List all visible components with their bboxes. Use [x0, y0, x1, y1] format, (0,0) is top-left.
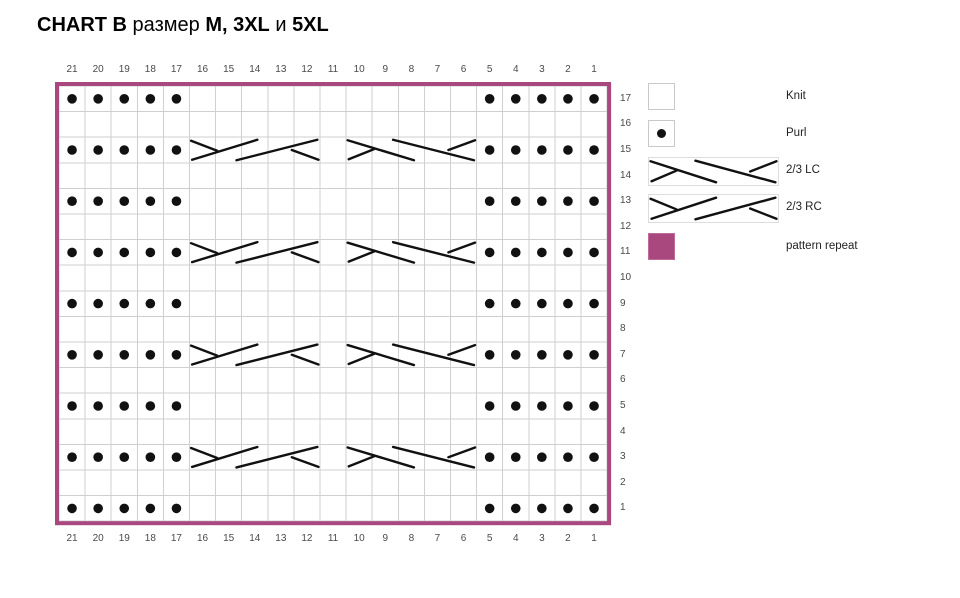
legend-label-23lc: 2/3 LC — [786, 164, 820, 176]
row-label-right: 11 — [620, 246, 631, 258]
row-label-right: 10 — [620, 272, 632, 283]
chart-grid — [55, 82, 612, 526]
column-label-top: 5 — [486, 64, 493, 75]
legend: Knit Purl 2/3 LC 2/3 RC pattern repeat — [648, 0, 948, 598]
column-label-bottom: 19 — [118, 533, 130, 544]
knitting-chart — [55, 82, 612, 526]
column-label-bottom: 8 — [408, 533, 415, 544]
legend-item-pattern-repeat: pattern repeat — [648, 233, 858, 260]
legend-item-knit: Knit — [648, 83, 806, 110]
column-label-top: 11 — [327, 64, 339, 75]
column-label-top: 10 — [353, 64, 365, 75]
row-label-right: 9 — [620, 297, 626, 309]
column-label-bottom: 16 — [196, 533, 209, 544]
title-size-word: размер — [127, 14, 206, 36]
row-label-right: 15 — [620, 144, 632, 155]
column-label-bottom: 14 — [249, 533, 261, 544]
column-label-top: 15 — [223, 64, 235, 75]
column-label-top: 16 — [196, 64, 209, 75]
legend-item-purl: Purl — [648, 120, 806, 147]
column-label-top: 12 — [301, 64, 313, 75]
row-label-right: 13 — [620, 195, 632, 207]
column-label-top: 6 — [460, 64, 467, 75]
row-label-right: 2 — [620, 476, 626, 488]
legend-item-23rc: 2/3 RC — [648, 194, 822, 223]
legend-label-23rc: 2/3 RC — [786, 201, 822, 213]
column-label-top: 18 — [144, 64, 156, 75]
row-label-right: 8 — [620, 323, 626, 335]
column-label-top: 20 — [92, 64, 104, 75]
column-label-top: 8 — [408, 64, 415, 75]
column-label-bottom: 1 — [591, 533, 597, 544]
row-label-right: 1 — [620, 502, 626, 514]
column-label-top: 19 — [118, 64, 130, 75]
column-label-top: 3 — [539, 64, 545, 75]
row-label-right: 14 — [620, 169, 632, 181]
column-label-bottom: 21 — [66, 533, 78, 544]
row-label-right: 6 — [620, 374, 626, 386]
row-label-right: 3 — [620, 451, 626, 463]
legend-item-23lc: 2/3 LC — [648, 157, 820, 186]
column-label-bottom: 4 — [512, 533, 519, 544]
column-label-bottom: 15 — [223, 533, 235, 544]
title-and-word: и — [269, 14, 293, 36]
row-label-right: 16 — [620, 118, 632, 130]
column-label-bottom: 10 — [353, 533, 365, 544]
title-sizes-1: M, 3XL — [205, 14, 270, 36]
column-label-bottom: 6 — [460, 533, 467, 544]
purl-symbol-icon — [648, 120, 675, 147]
column-label-top: 13 — [275, 64, 287, 75]
column-label-top: 14 — [249, 64, 261, 75]
column-label-bottom: 9 — [382, 533, 389, 544]
column-label-top: 21 — [66, 64, 78, 75]
column-label-bottom: 18 — [144, 533, 156, 544]
column-label-bottom: 13 — [275, 533, 287, 544]
cable-rc-symbol-icon — [648, 194, 779, 223]
purl-dot-icon — [657, 129, 666, 138]
column-label-bottom: 2 — [565, 533, 571, 544]
column-label-bottom: 7 — [434, 533, 441, 544]
row-label-right: 5 — [620, 400, 626, 411]
legend-label-knit: Knit — [786, 90, 806, 102]
column-label-top: 2 — [565, 64, 571, 75]
column-label-bottom: 20 — [92, 533, 104, 544]
column-label-bottom: 11 — [327, 533, 339, 544]
knit-symbol-icon — [648, 83, 675, 110]
row-label-right: 12 — [620, 220, 632, 232]
column-label-top: 4 — [512, 64, 519, 75]
row-label-right: 17 — [620, 92, 632, 104]
row-label-right: 4 — [620, 425, 626, 437]
page-title: CHART B размер M, 3XL и 5XL — [37, 12, 329, 38]
column-label-top: 1 — [591, 64, 597, 75]
legend-label-pattern-repeat: pattern repeat — [786, 240, 858, 252]
column-label-top: 9 — [382, 64, 389, 75]
title-sizes-2: 5XL — [292, 14, 329, 36]
cable-lc-symbol-icon — [648, 157, 779, 186]
column-label-bottom: 3 — [539, 533, 545, 544]
title-chart-name: CHART B — [37, 14, 127, 36]
column-label-top: 17 — [170, 64, 182, 75]
column-label-bottom: 17 — [170, 533, 182, 544]
column-label-top: 7 — [434, 64, 441, 75]
column-label-bottom: 12 — [301, 533, 313, 544]
row-label-right: 7 — [620, 348, 626, 360]
legend-label-purl: Purl — [786, 127, 807, 139]
column-label-bottom: 5 — [486, 533, 493, 544]
pattern-repeat-swatch-icon — [648, 233, 675, 260]
